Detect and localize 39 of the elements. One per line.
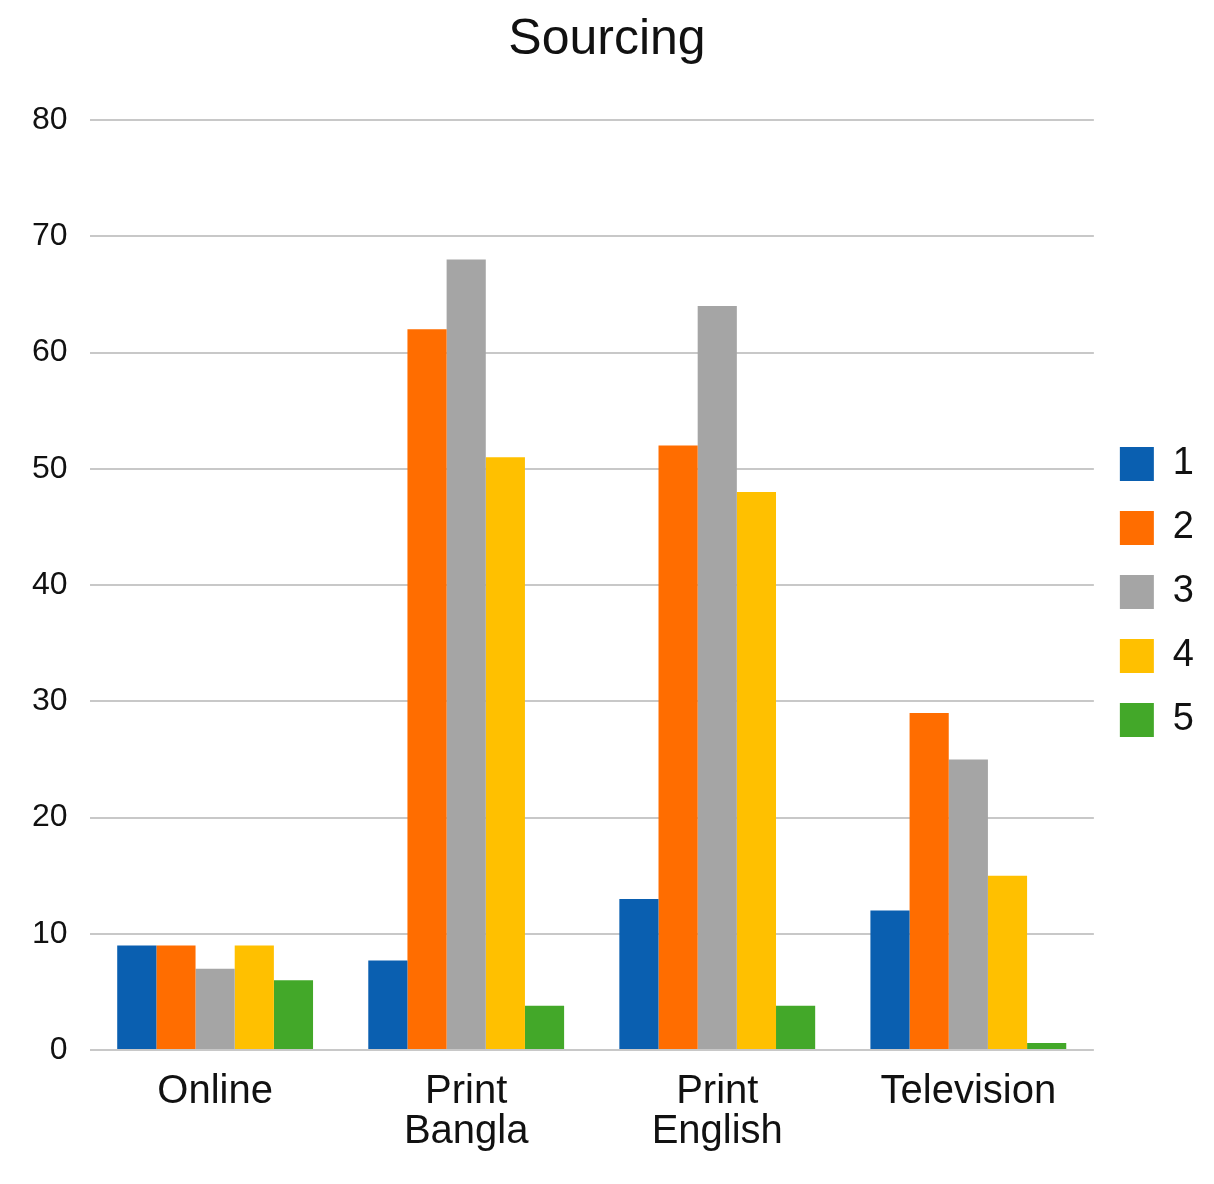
bar xyxy=(446,259,486,1049)
y-tick-label: 30 xyxy=(32,681,68,718)
bar xyxy=(117,945,157,1049)
y-tick-label: 60 xyxy=(32,332,68,369)
x-tick-label: Online xyxy=(157,1067,273,1112)
bar xyxy=(524,1005,565,1049)
y-tick-label: 20 xyxy=(32,797,68,834)
bar xyxy=(407,329,447,1049)
bar xyxy=(909,712,949,1049)
y-tick-label: 50 xyxy=(32,448,68,485)
bar xyxy=(736,492,777,1049)
y-tick-label: 70 xyxy=(32,216,68,253)
y-tick-label: 40 xyxy=(32,564,68,601)
bar xyxy=(1027,1043,1067,1049)
legend-label: 5 xyxy=(1172,696,1195,739)
legend-label: 1 xyxy=(1172,440,1195,483)
chart-title: Sourcing xyxy=(508,8,706,65)
x-tick-label: Print Bangla xyxy=(403,1067,530,1152)
bar xyxy=(368,960,408,1049)
legend-label: 2 xyxy=(1172,504,1195,547)
bar xyxy=(987,875,1028,1049)
x-tick-label: Print English xyxy=(651,1067,783,1152)
bar xyxy=(273,980,314,1049)
bar xyxy=(619,898,659,1049)
bar xyxy=(234,945,274,1049)
bar xyxy=(156,945,196,1049)
y-tick-label: 0 xyxy=(49,1029,68,1066)
legend-label: 3 xyxy=(1172,568,1195,611)
y-tick-label: 10 xyxy=(32,913,68,950)
bar xyxy=(948,759,988,1049)
bar xyxy=(870,910,910,1049)
legend-label: 4 xyxy=(1172,632,1195,675)
bar xyxy=(776,1005,816,1049)
bar xyxy=(658,445,698,1049)
bar xyxy=(195,968,235,1049)
bar xyxy=(485,457,525,1049)
bar xyxy=(697,306,737,1049)
y-tick-label: 80 xyxy=(32,99,68,136)
x-tick-label: Television xyxy=(880,1067,1057,1112)
